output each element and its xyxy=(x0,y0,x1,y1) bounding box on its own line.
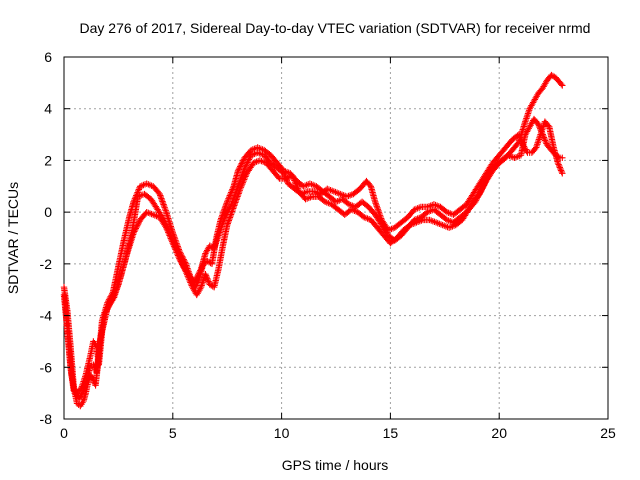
data-point-trace-a xyxy=(303,182,309,188)
grid-lines xyxy=(64,57,608,419)
y-tick-label: -2 xyxy=(40,256,53,272)
chart-title: Day 276 of 2017, Sidereal Day-to-day VTE… xyxy=(80,20,591,36)
x-tick-label: 5 xyxy=(169,425,177,441)
data-point-trace-a xyxy=(140,182,146,188)
data-point-trace-c xyxy=(427,202,433,208)
x-tick-label: 0 xyxy=(60,425,68,441)
x-tick-label: 10 xyxy=(274,425,290,441)
x-tick-label: 25 xyxy=(600,425,616,441)
plot-frame xyxy=(64,57,608,419)
x-axis-label: GPS time / hours xyxy=(282,457,389,473)
y-tick-label: -4 xyxy=(40,308,53,324)
x-tick-label: 20 xyxy=(491,425,507,441)
y-axis-label: SDTVAR / TECUs xyxy=(5,182,21,294)
y-tick-label: 2 xyxy=(44,152,52,168)
data-markers xyxy=(61,72,566,409)
data-point-trace-b xyxy=(514,153,520,159)
y-tick-label: 4 xyxy=(44,101,52,117)
x-tick-label: 15 xyxy=(383,425,399,441)
y-tick-label: 6 xyxy=(44,49,52,65)
y-tick-label: -6 xyxy=(40,359,53,375)
y-tick-label: 0 xyxy=(44,204,52,220)
data-point-trace-b xyxy=(306,195,312,201)
sdtvar-chart: 0 5 10 15 20 25 -8 -6 -4 -2 0 2 4 6 Day 276 of 2017, … xyxy=(0,0,640,480)
y-tick-label: -8 xyxy=(40,411,53,427)
